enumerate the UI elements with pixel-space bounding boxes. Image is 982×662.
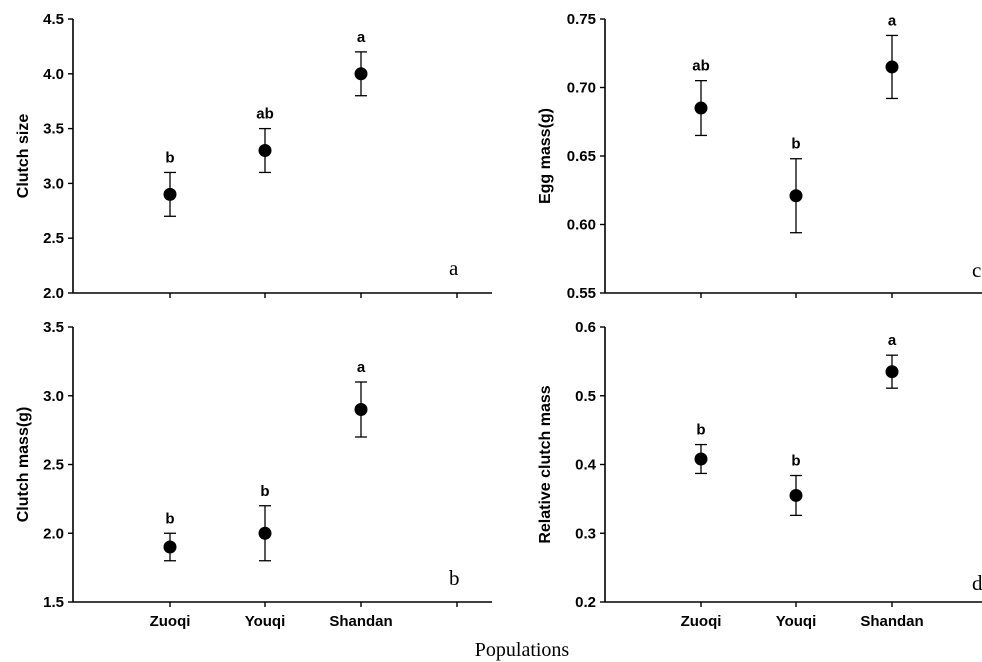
y-tick-label: 0.55 (567, 285, 596, 302)
category-label-shandan: Shandan (329, 613, 392, 630)
data-point-shandan (354, 403, 368, 416)
panel-relative-clutch-mass: 0.2 0.3 0.4 0.5 0.6 Zuoqi Youqi Shandan Relative… (537, 319, 982, 630)
significance-label: b (260, 483, 269, 500)
significance-label: a (357, 359, 366, 376)
y-tick-label: 0.75 (567, 11, 596, 28)
y-tick-label: 2.0 (43, 525, 64, 542)
y-axis-title: Clutch mass(g) (15, 407, 32, 523)
y-tick-label: 4.5 (43, 11, 64, 28)
category-label-shandan: Shandan (860, 613, 923, 630)
panel-label: c (972, 258, 981, 282)
y-tick-label: 3.0 (43, 388, 64, 405)
y-tick-label: 2.0 (43, 285, 64, 302)
category-label-youqi: Youqi (776, 613, 817, 630)
y-tick-label: 2.5 (43, 457, 64, 474)
significance-label: b (165, 510, 174, 527)
data-point-youqi (789, 189, 803, 203)
data-point-shandan (885, 60, 899, 74)
y-tick-label: 0.4 (575, 457, 597, 474)
category-label-zuoqi: Zuoqi (681, 613, 722, 630)
data-point-shandan (354, 67, 368, 81)
data-point-zuoqi (694, 101, 708, 115)
y-tick-label: 0.5 (575, 388, 596, 405)
y-tick-label: 0.2 (575, 594, 596, 611)
data-point-youqi (789, 488, 803, 502)
data-point-shandan (885, 365, 899, 379)
y-axis-title: Clutch size (15, 114, 32, 199)
panel-label: d (972, 571, 982, 595)
y-tick-label: 0.6 (575, 319, 596, 336)
panel-clutch-size: 2.0 2.5 3.0 3.5 4.0 4.5 Clutch size b ab a a (15, 11, 492, 302)
significance-label: a (888, 12, 897, 29)
significance-label: a (357, 29, 366, 46)
y-axis-title: Relative clutch mass (537, 385, 554, 543)
category-label-zuoqi: Zuoqi (150, 613, 191, 630)
y-tick-label: 0.70 (567, 80, 596, 97)
significance-label: b (791, 136, 800, 153)
y-tick-label: 2.5 (43, 230, 64, 247)
panel-egg-mass: 0.55 0.60 0.65 0.70 0.75 Egg mass(g) ab b a c (537, 11, 982, 302)
significance-label: b (696, 422, 705, 439)
panel-label: a (449, 256, 459, 280)
y-tick-label: 4.0 (43, 66, 64, 83)
y-tick-label: 0.60 (567, 217, 596, 234)
data-point-zuoqi (163, 187, 177, 201)
category-label-youqi: Youqi (245, 613, 286, 630)
significance-label: b (165, 149, 174, 166)
y-axis-title: Egg mass(g) (537, 108, 554, 204)
significance-label: a (888, 332, 897, 349)
y-tick-label: 1.5 (43, 594, 64, 611)
significance-label: ab (256, 106, 274, 123)
significance-label: ab (692, 58, 710, 75)
y-tick-label: 3.5 (43, 121, 64, 138)
y-tick-label: 3.0 (43, 175, 64, 192)
panel-clutch-mass: 1.5 2.0 2.5 3.0 3.5 Zuoqi Youqi Shandan Clutch m… (15, 319, 492, 630)
data-point-zuoqi (694, 452, 708, 466)
data-point-youqi (258, 144, 272, 158)
y-tick-label: 0.3 (575, 525, 596, 542)
y-tick-label: 3.5 (43, 319, 64, 336)
y-tick-label: 0.65 (567, 148, 596, 165)
significance-label: b (791, 453, 800, 470)
panel-label: b (449, 566, 460, 590)
x-axis-title: Populations (475, 639, 570, 661)
data-point-zuoqi (163, 540, 177, 554)
data-point-youqi (258, 526, 272, 540)
